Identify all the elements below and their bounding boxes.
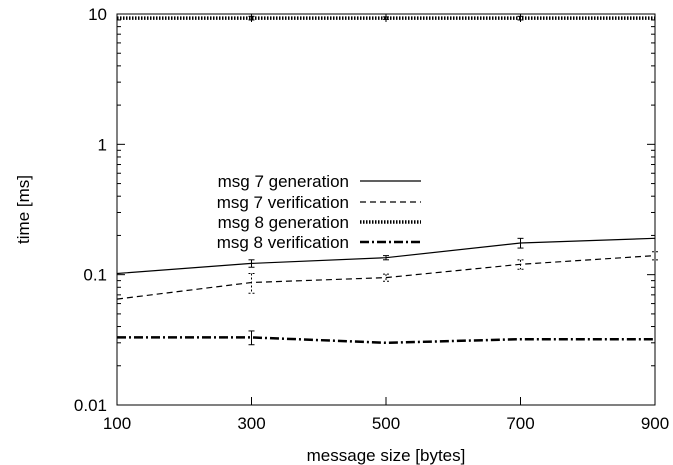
legend-item: msg 8 verification [217,233,421,252]
series-line [117,336,655,345]
x-axis-title: message size [bytes] [307,446,466,465]
series-layer [116,15,658,346]
series-line [116,255,656,300]
plot-border [116,13,656,406]
legend-label: msg 7 verification [217,193,349,212]
x-tick-label: 900 [641,414,669,433]
legend-item: msg 7 verification [217,193,421,212]
series-0 [116,237,656,275]
legend-label: msg 8 generation [218,213,349,232]
series-1 [116,251,658,300]
y-tick-label: 10 [88,5,107,24]
legend-item: msg 7 generation [218,172,421,191]
x-tick-label: 700 [506,414,534,433]
series-2 [117,15,655,21]
x-tick-label: 100 [103,414,131,433]
y-tick-label: 0.01 [74,396,107,415]
y-axis: 0.01 0.1 1 10 [74,5,655,415]
legend-label: msg 7 generation [218,172,349,191]
series-3 [117,330,655,346]
legend-item: msg 8 generation [218,213,421,232]
legend-label: msg 8 verification [217,233,349,252]
y-tick-label: 0.1 [83,266,107,285]
y-tick-label: 1 [98,135,107,154]
x-tick-label: 500 [372,414,400,433]
y-axis-title: time [ms] [14,175,33,244]
plot-frame [116,13,656,406]
x-tick-label: 300 [237,414,265,433]
x-axis: 100 300 500 700 900 [103,14,669,433]
